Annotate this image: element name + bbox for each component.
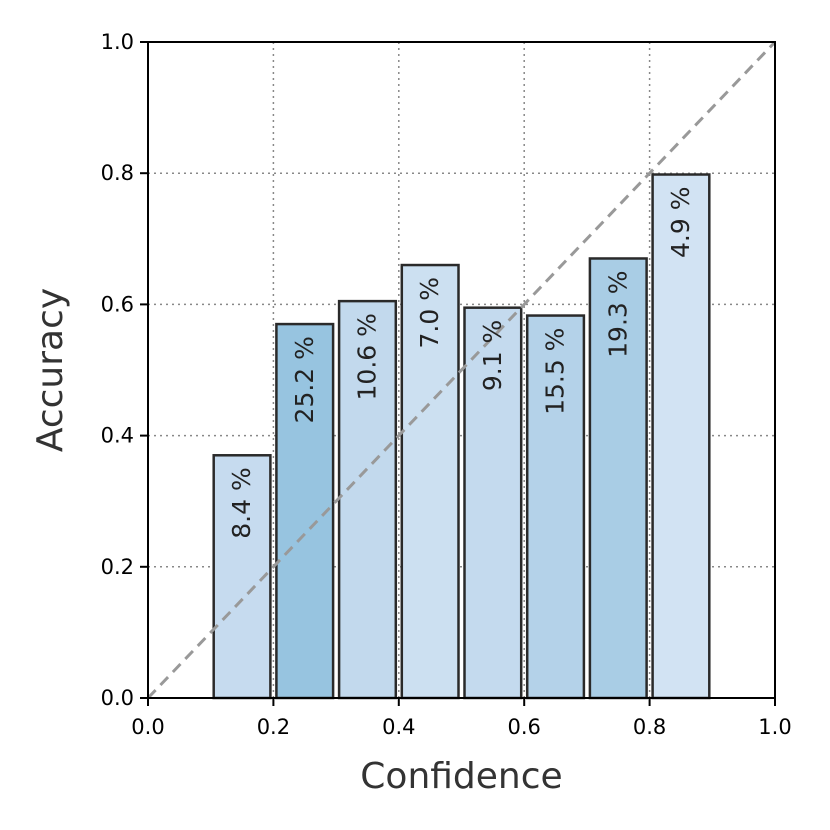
bar-percentage-label: 9.1 % — [478, 320, 507, 391]
calibration-bar — [400, 263, 460, 700]
ticks: 0.0 0.2 0.4 0.6 0.8 1.0 0.0 0.2 0.4 0.6 0.8 1.0 — [101, 30, 792, 739]
bar-percentage-label: 10.6 % — [352, 313, 381, 400]
calibration-bar — [463, 306, 523, 700]
bar-percentage-label: 25.2 % — [290, 336, 319, 423]
x-tick-label: 0.0 — [131, 715, 164, 739]
calibration-bar — [588, 257, 648, 700]
x-tick-label: 0.8 — [633, 715, 666, 739]
x-axis-label: Confidence — [360, 756, 562, 797]
x-tick-label: 0.2 — [257, 715, 290, 739]
y-tick-label: 1.0 — [101, 30, 134, 54]
bars — [212, 173, 711, 700]
y-tick-label: 0.6 — [101, 292, 134, 316]
calibration-bar — [651, 173, 711, 700]
plot-frame — [147, 41, 776, 699]
bar-percentage-label: 4.9 % — [666, 187, 695, 258]
bar-labels: 8.4 % 25.2 % 10.6 % 7.0 % 9.1 % 15.5 % 19.3 % 4… — [227, 187, 695, 539]
y-tick-label: 0.0 — [101, 686, 134, 710]
x-tick-label: 0.6 — [507, 715, 540, 739]
calibration-bar — [525, 314, 586, 700]
bar-percentage-label: 7.0 % — [415, 277, 444, 348]
y-axis-label: Accuracy — [30, 288, 71, 452]
bar-percentage-label: 8.4 % — [227, 467, 256, 538]
calibration-bar — [275, 322, 335, 700]
x-tick-label: 0.4 — [382, 715, 415, 739]
bar-percentage-label: 15.5 % — [541, 328, 570, 415]
y-tick-label: 0.4 — [101, 424, 134, 448]
x-tick-label: 1.0 — [758, 715, 791, 739]
y-tick-label: 0.8 — [101, 161, 134, 185]
bar-percentage-label: 19.3 % — [603, 270, 632, 357]
perfect-calibration-line — [146, 40, 777, 700]
y-tick-label: 0.2 — [101, 555, 134, 579]
